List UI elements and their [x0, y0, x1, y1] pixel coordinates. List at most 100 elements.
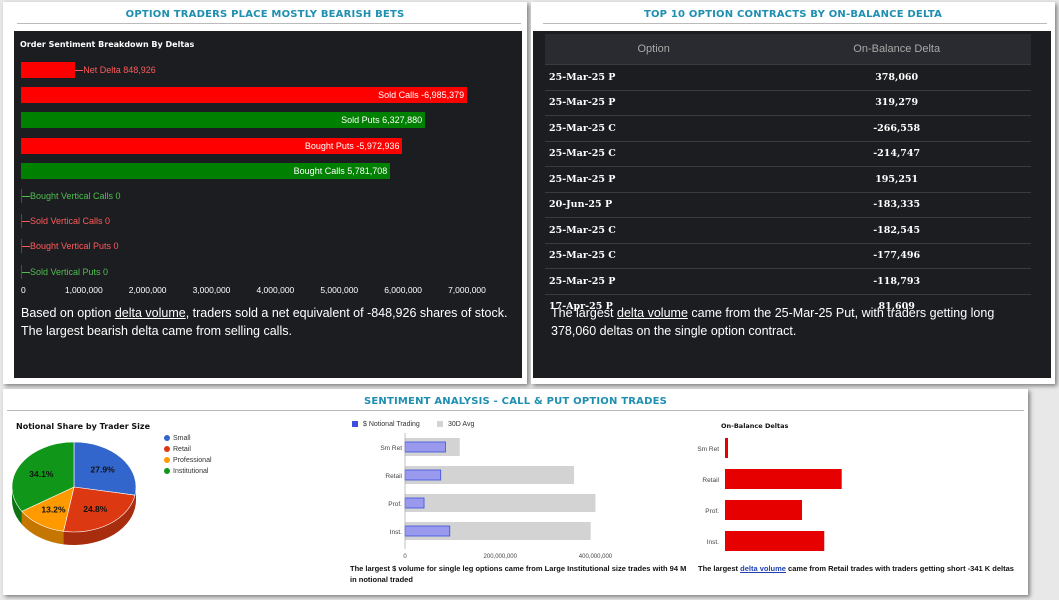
table-row[interactable]: 25-Mar-25 C -214,747	[545, 140, 1031, 167]
legend-item[interactable]: $ Notional Trading	[352, 421, 420, 428]
panel-title: SENTIMENT ANALYSIS - CALL & PUT OPTION T…	[363, 396, 668, 407]
legend-label: Small	[173, 435, 191, 442]
option-cell: 25-Mar-25 P	[545, 268, 763, 294]
delta-volume-link[interactable]: delta volume	[114, 306, 186, 320]
bar-label: Sold Vertical Puts 0	[30, 266, 109, 277]
delta-bar[interactable]	[21, 162, 391, 179]
avg-bar[interactable]	[405, 466, 575, 484]
avg-bar[interactable]	[405, 522, 591, 540]
label-connector	[22, 196, 30, 197]
delta-cell: -214,747	[762, 140, 1031, 167]
category-label: Sm Ret	[380, 445, 402, 452]
bar-label: Sold Calls -6,985,379	[378, 90, 465, 101]
x-tick-label: 7,000,000	[448, 285, 486, 295]
zero-marker	[21, 214, 22, 229]
x-tick-label: 5,000,000	[320, 285, 359, 295]
table-row[interactable]: 20-Jun-25 P -183,335	[545, 191, 1031, 218]
category-label: Retail	[702, 477, 719, 484]
bar-label: Bought Vertical Calls 0	[30, 191, 121, 201]
option-cell: 25-Mar-25 C	[545, 217, 763, 243]
table-row[interactable]: 25-Mar-25 P 319,279	[545, 89, 1031, 116]
table-row[interactable]: 25-Mar-25 P 378,060	[545, 64, 1031, 90]
legend-swatch	[352, 421, 358, 428]
column-header-option[interactable]: Option	[545, 34, 763, 65]
pie-title: Notional Share by Trader Size	[16, 422, 151, 431]
obd-bar[interactable]	[725, 469, 842, 489]
notional-bar-chart: Sm Ret Retail Prof. Inst. 0 200,000,000 400,00…	[380, 433, 613, 560]
legend-item[interactable]: Institutional	[164, 468, 208, 475]
delta-bar-chart: Net Delta 848,926 Sold Calls -6,985,379 So…	[14, 31, 522, 301]
summary-text-post: , traders sold a net equivalent of -848,…	[21, 306, 508, 338]
legend-item[interactable]: Retail	[164, 446, 191, 453]
pie-slice[interactable]	[73, 441, 137, 496]
table-row[interactable]: 17-Apr-25 P 81,609	[545, 293, 1031, 319]
delta-volume-link[interactable]: delta volume	[740, 564, 786, 573]
obd-bar[interactable]	[725, 531, 825, 551]
caption-post: came from Retail trades with traders get…	[785, 564, 1014, 573]
delta-bar[interactable]	[21, 62, 76, 78]
pie-slice[interactable]	[63, 486, 136, 533]
delta-cell: 378,060	[762, 64, 1031, 90]
legend-item[interactable]: Small	[164, 435, 191, 442]
delta-bar[interactable]	[21, 112, 426, 129]
x-tick-label: 6,000,000	[384, 285, 423, 295]
pie-slice-side	[12, 487, 22, 525]
table-row[interactable]: 25-Mar-25 P -118,793	[545, 268, 1031, 294]
delta-cell: -182,545	[762, 217, 1031, 243]
legend-swatch	[164, 457, 170, 464]
legend-label: Retail	[173, 446, 191, 453]
summary-text-pre: The largest	[551, 306, 618, 320]
contracts-table: Option On-Balance Delta 25-Mar-25 P 378,0…	[545, 34, 1031, 319]
option-cell: 17-Apr-25 P	[545, 293, 763, 319]
column-header-delta[interactable]: On-Balance Delta	[762, 34, 1031, 65]
obd-bar[interactable]	[725, 500, 803, 520]
caption-pre: The largest	[698, 564, 741, 573]
pie-slice[interactable]	[11, 441, 75, 512]
legend-item[interactable]: Professional	[164, 457, 212, 464]
delta-cell: -177,496	[762, 242, 1031, 269]
contracts-summary: The largest delta volume came from the 2…	[551, 304, 1041, 340]
option-cell: 20-Jun-25 P	[545, 191, 763, 218]
x-tick-label: 0	[21, 285, 26, 295]
bar-label: Sold Vertical Calls 0	[30, 216, 111, 227]
notional-bar[interactable]	[404, 441, 446, 453]
legend-item[interactable]: 30D Avg	[437, 421, 474, 428]
pie-value-label: 13.2%	[41, 505, 66, 515]
bar-label: Net Delta 848,926	[83, 65, 156, 75]
trader-size-pie: 27.9% 24.8% 13.2% 34.1%	[11, 441, 137, 545]
notional-bar[interactable]	[404, 497, 425, 509]
title-divider	[543, 23, 1047, 24]
avg-bar[interactable]	[405, 494, 596, 512]
legend-swatch	[164, 435, 170, 442]
panel-title: OPTION TRADERS PLACE MOSTLY BEARISH BETS	[125, 9, 405, 20]
x-tick-label: 1,000,000	[64, 285, 103, 295]
table-row[interactable]: 25-Mar-25 C -182,545	[545, 217, 1031, 243]
obd-title: On-Balance Deltas	[721, 422, 789, 430]
legend-swatch	[164, 446, 170, 453]
table-row[interactable]: 25-Mar-25 C -177,496	[545, 242, 1031, 269]
delta-cell: 319,279	[762, 89, 1031, 116]
category-label: Inst.	[390, 529, 402, 536]
table-row[interactable]: 25-Mar-25 P 195,251	[545, 166, 1031, 192]
bar-label: Bought Vertical Puts 0	[30, 241, 119, 252]
obd-bar[interactable]	[725, 438, 728, 458]
table-row[interactable]: 25-Mar-25 C -266,558	[545, 115, 1031, 141]
category-label: Sm Ret	[697, 446, 719, 453]
delta-bar[interactable]	[21, 137, 403, 154]
label-connector	[22, 221, 30, 223]
delta-volume-link[interactable]: delta volume	[617, 306, 688, 320]
notional-bar[interactable]	[404, 469, 442, 481]
legend-label: Professional	[173, 457, 212, 464]
pie-slice-side	[63, 495, 135, 545]
label-connector	[75, 70, 84, 71]
option-cell: 25-Mar-25 C	[545, 140, 763, 167]
title-divider	[7, 410, 1024, 411]
option-cell: 25-Mar-25 P	[545, 64, 763, 90]
delta-cell: -118,793	[762, 268, 1031, 294]
notional-bar[interactable]	[404, 525, 451, 537]
option-cell: 25-Mar-25 P	[545, 89, 763, 116]
x-tick-label: 4,000,000	[256, 285, 295, 295]
legend-swatch	[164, 468, 170, 475]
delta-bar[interactable]	[21, 87, 468, 104]
delta-cell: -183,335	[762, 191, 1031, 218]
